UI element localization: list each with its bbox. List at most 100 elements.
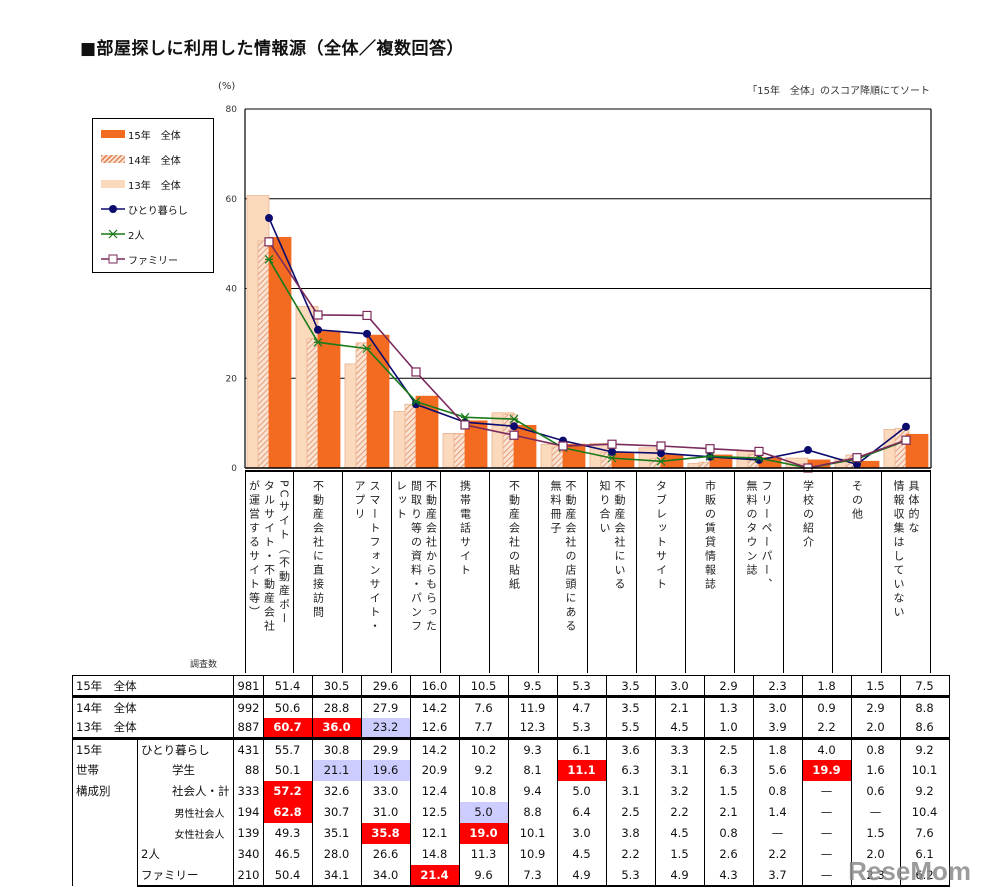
category-label: 具体的な 情報収集はしていない <box>882 472 931 673</box>
y-tick-label: 0 <box>231 464 237 474</box>
category-label: 不動産会社からもらった 間取り等の資料・パンフ レット <box>392 472 441 673</box>
circle-marker-icon <box>657 449 665 458</box>
row-sublabel: 男性社会人 <box>137 801 233 823</box>
line-series <box>268 217 907 466</box>
category-label-line: その他 <box>850 480 864 522</box>
value-cell: — <box>802 780 852 802</box>
value-cell: 4.7 <box>557 695 607 718</box>
value-cell: 3.8 <box>606 822 656 844</box>
value-cell: 3.9 <box>753 717 803 739</box>
solid-bar-swatch-icon <box>101 130 125 138</box>
value-cell: 2.5 <box>704 737 754 760</box>
value-cell: 3.1 <box>606 780 656 802</box>
row-label <box>72 864 138 886</box>
lines <box>264 214 911 473</box>
category-label: その他 <box>833 472 882 673</box>
y-axis-unit: (%) <box>218 81 236 92</box>
value-cell: 3.3 <box>655 737 705 760</box>
value-cell: 27.9 <box>361 695 411 718</box>
category-label-line: 情報収集はしていない <box>892 480 905 620</box>
value-cell: 10.5 <box>459 675 509 697</box>
circle-line-icon <box>101 204 125 214</box>
row-label: 13年 全体 <box>72 717 233 739</box>
value-cell: 2.2 <box>606 843 656 865</box>
category-label-line: 間取り等の資料・パンフ <box>409 480 423 634</box>
value-cell: 9.2 <box>900 780 950 802</box>
line-series <box>268 241 907 469</box>
light-bar-swatch-icon <box>101 180 125 188</box>
value-cell: 3.7 <box>753 864 803 887</box>
value-cell: 5.5 <box>606 717 656 739</box>
value-cell: 14.2 <box>410 737 460 760</box>
value-cell: 10.1 <box>508 822 558 844</box>
value-cell: 5.0 <box>459 801 509 823</box>
value-cell: 1.3 <box>704 695 754 718</box>
value-cell: 11.9 <box>508 695 558 718</box>
value-cell: 6.1 <box>557 737 607 760</box>
value-cell: 9.6 <box>459 864 509 887</box>
value-cell: 2.2 <box>753 843 803 865</box>
value-cell: 9.2 <box>900 737 950 760</box>
value-cell: 62.8 <box>263 801 313 823</box>
square-marker-icon <box>411 367 421 377</box>
category-label-line: が運営するサイト等） <box>247 480 261 620</box>
value-cell: 19.6 <box>361 759 411 781</box>
value-cell: 2.2 <box>655 801 705 823</box>
category-label: タブレットサイト <box>637 472 686 673</box>
square-marker-icon <box>264 237 274 247</box>
value-cell: 19.9 <box>802 759 852 781</box>
value-cell: 3.1 <box>655 759 705 781</box>
value-cell: 3.6 <box>606 737 656 760</box>
value-cell: 55.7 <box>263 737 313 760</box>
value-cell: 1.5 <box>704 780 754 802</box>
category-label-line: 無料冊子 <box>549 480 562 536</box>
row-sublabel: 学生 <box>137 759 233 781</box>
category-label-line: 市販の賃貸情報誌 <box>703 480 717 592</box>
square-marker-icon <box>362 310 372 321</box>
circle-marker-icon <box>853 460 861 469</box>
value-cell: 30.8 <box>312 737 362 760</box>
row-label <box>72 843 138 865</box>
value-cell: 7.3 <box>508 864 558 887</box>
row-label: 構成別 <box>72 780 138 802</box>
y-tick-label: 20 <box>226 374 238 384</box>
sample-count: 981 <box>232 675 264 697</box>
value-cell: 5.3 <box>557 717 607 739</box>
table-row: 14年 全体 992 50.6 28.8 27.9 14.2 7.6 11.9 4.7 3.5 2.… <box>72 695 950 718</box>
value-cell: 3.2 <box>655 780 705 802</box>
value-cell: — <box>851 801 901 823</box>
square-marker-icon <box>558 441 568 451</box>
bar-line-chart: 0 20 40 60 80 <box>226 105 932 474</box>
legend-label: ひとり暮らし <box>128 205 188 217</box>
value-cell: 7.7 <box>459 717 509 739</box>
row-sublabel: 社会人・計 <box>137 780 233 802</box>
value-cell: 29.9 <box>361 737 411 760</box>
bar-15 <box>317 330 341 469</box>
legend-label: ファミリー <box>128 255 178 267</box>
value-cell: 16.0 <box>410 675 460 697</box>
value-cell: 12.4 <box>410 780 460 802</box>
category-label-line: 無料のタウン誌 <box>745 480 758 578</box>
legend-item: ファミリー <box>101 250 178 268</box>
value-cell: 3.0 <box>655 675 705 697</box>
legend-item: 2人 <box>101 225 144 243</box>
value-cell: 2.9 <box>704 675 754 697</box>
axes: 0 20 40 60 80 <box>226 105 932 474</box>
table-row: 2人 340 46.5 28.0 26.6 14.8 11.3 10.9 4.5 2.2 1.5 2.… <box>72 843 950 865</box>
value-cell: 3.0 <box>753 695 803 718</box>
circle-marker-icon <box>363 329 371 338</box>
count-header: 調査数 <box>190 660 218 670</box>
value-cell: 2.1 <box>655 695 705 718</box>
row-label <box>72 801 138 823</box>
value-cell: 36.0 <box>312 717 362 739</box>
value-cell: 12.1 <box>410 822 460 844</box>
sample-count: 194 <box>232 801 264 823</box>
value-cell: 1.4 <box>753 801 803 823</box>
value-cell: 2.1 <box>704 801 754 823</box>
value-cell: 31.0 <box>361 801 411 823</box>
value-cell: 4.5 <box>557 843 607 865</box>
value-cell: 8.1 <box>508 759 558 781</box>
row-label: 14年 全体 <box>72 695 233 718</box>
value-cell: 2.2 <box>802 717 852 739</box>
circle-marker-icon <box>510 422 518 431</box>
